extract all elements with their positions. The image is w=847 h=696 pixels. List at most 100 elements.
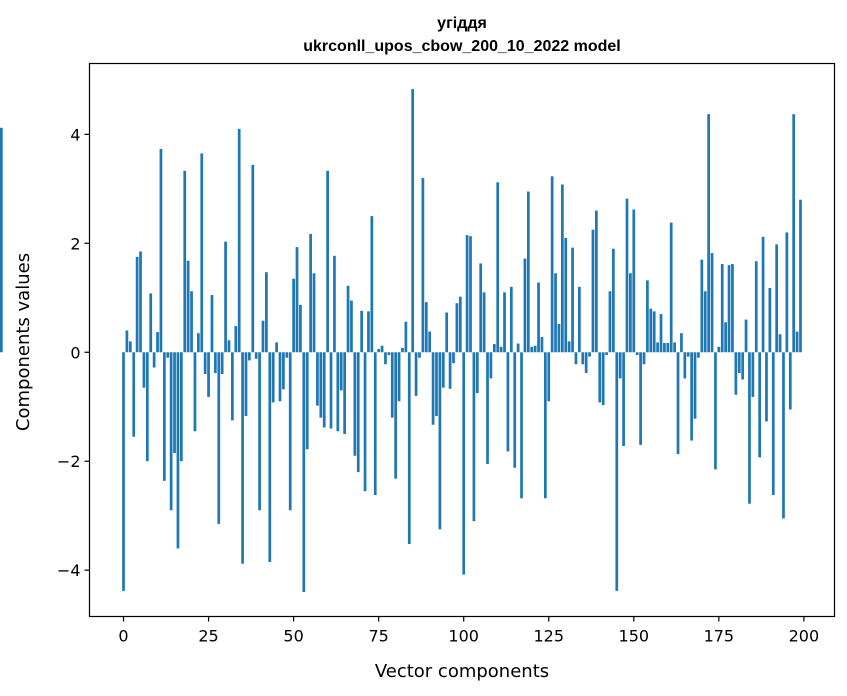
bar-185 [751, 352, 755, 397]
bar-37 [248, 352, 251, 361]
x-axis-ticks: 0 25 50 75 100 125 150 175 200 [118, 616, 820, 646]
bar-106 [482, 292, 486, 353]
bar-30 [224, 241, 227, 353]
bar-163 [676, 352, 680, 455]
bar-109 [492, 344, 496, 353]
bar-134 [578, 286, 581, 353]
bar-177 [724, 322, 727, 353]
bar-113 [506, 352, 510, 452]
bar-118 [523, 258, 527, 353]
bar-199 [799, 199, 802, 353]
bar-141 [601, 352, 605, 406]
bar-97 [452, 352, 455, 364]
bar-7 [145, 352, 149, 462]
bar-69 [356, 352, 360, 473]
bar-50 [292, 278, 295, 353]
bar-178 [727, 265, 731, 353]
bar-175 [717, 346, 721, 353]
bar-116 [516, 343, 520, 353]
x-tick-label: 50 [283, 627, 303, 646]
bars-group [0, 89, 802, 592]
bar-89 [424, 302, 428, 353]
bar-54 [305, 352, 309, 450]
bar-85 [411, 89, 415, 353]
y-tick-label: 0 [70, 343, 80, 362]
bar-176 [720, 264, 724, 353]
bar-183 [744, 319, 748, 353]
bar-81 [397, 352, 401, 402]
bar-180 [734, 352, 738, 395]
bar-2 [128, 341, 132, 353]
bar-88 [421, 177, 425, 353]
bar-115 [513, 352, 517, 468]
bar-107 [486, 352, 489, 464]
bar-195 [785, 232, 789, 353]
bar-110 [496, 182, 500, 353]
bar-62 [333, 255, 336, 353]
bar-42 [265, 272, 268, 353]
bar-43 [268, 352, 272, 563]
bar-31 [227, 340, 231, 353]
bar-10 [156, 332, 159, 353]
bar-132 [571, 247, 574, 353]
bar-129 [560, 184, 564, 353]
bar-38 [251, 164, 255, 353]
bar-60 [326, 170, 329, 353]
bar-157 [656, 342, 659, 353]
bar-162 [673, 342, 676, 353]
bar-84 [407, 352, 411, 545]
bar-55 [309, 234, 312, 353]
bar-67 [350, 300, 353, 353]
bar-146 [618, 352, 622, 379]
bar-18 [183, 170, 187, 353]
bar-126 [550, 176, 554, 353]
bar-100 [462, 352, 466, 575]
bar-61 [329, 352, 333, 429]
bar-197 [792, 114, 796, 353]
bar-22 [197, 333, 200, 353]
bar-25 [207, 352, 210, 397]
bar-91 [431, 352, 435, 425]
bar-47 [282, 352, 285, 390]
bar-29 [220, 352, 224, 375]
bar-87 [418, 352, 421, 358]
bar-48 [285, 352, 289, 358]
x-tick-label: 200 [789, 627, 820, 646]
bar-19 [186, 260, 190, 353]
bar-151 [635, 352, 639, 355]
bar-82 [401, 347, 404, 353]
bar-12 [162, 352, 166, 481]
bar-186 [754, 261, 758, 353]
bar-160 [666, 343, 670, 353]
bar-46 [278, 352, 282, 402]
bar-77 [384, 352, 387, 365]
bar-143 [608, 291, 612, 353]
bar-71 [363, 352, 367, 492]
bar-26 [210, 295, 214, 353]
bar-166 [686, 352, 690, 357]
bar-9 [152, 352, 156, 368]
bar-171 [703, 291, 707, 353]
bar-36 [244, 352, 248, 416]
bar-169 [697, 352, 700, 358]
bar-103 [472, 352, 476, 522]
bar-33 [234, 326, 238, 353]
bar-124 [543, 352, 547, 499]
bar-3 [132, 352, 136, 437]
bar-111 [499, 346, 503, 353]
bar-35 [241, 352, 244, 564]
bar-57 [316, 352, 319, 406]
bar-66 [346, 285, 350, 353]
bar-179 [731, 264, 734, 353]
bar-138 [591, 229, 595, 353]
bar-15 [173, 352, 176, 454]
bar-49 [288, 352, 292, 511]
bar-39 [254, 352, 258, 359]
bar-76 [380, 345, 384, 353]
bar-90 [428, 331, 432, 353]
bar-1 [125, 330, 129, 353]
bar-194 [782, 352, 785, 519]
bar-86 [414, 352, 418, 396]
bar-68 [353, 352, 357, 456]
